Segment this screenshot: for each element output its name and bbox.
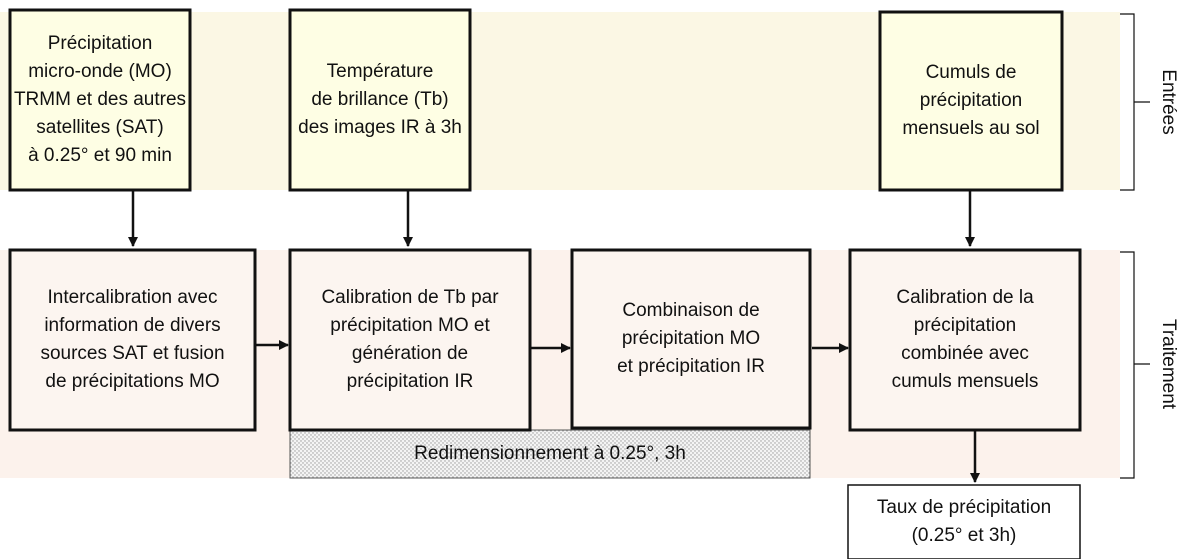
- box-text: Température: [327, 61, 434, 82]
- box-text: des images IR à 3h: [298, 117, 462, 138]
- process-box: [848, 248, 1082, 432]
- box-text: TRMM et des autres: [14, 89, 186, 110]
- box-text: de brillance (Tb): [311, 89, 448, 110]
- box-text: Calibration de Tb par: [321, 287, 499, 308]
- box-text: et précipitation IR: [617, 356, 765, 377]
- resize-text: Redimensionnement à 0.25°, 3h: [414, 443, 686, 464]
- arrows: [128, 190, 980, 483]
- boxes: Précipitation micro-onde (MO) TRMM et des …: [8, 8, 1082, 559]
- box-text: précipitation MO et: [330, 315, 490, 336]
- bracket: [1120, 13, 1150, 191]
- input-box: [288, 8, 472, 192]
- box-text: Précipitation: [48, 33, 153, 54]
- side-label: Entrées: [1158, 69, 1179, 134]
- box-text: Intercalibration avec: [47, 287, 217, 308]
- box-text: Combinaison de: [622, 300, 759, 321]
- box-text: à 0.25° et 90 min: [28, 145, 172, 166]
- bracket: [1120, 251, 1150, 479]
- box-text: Taux de précipitation: [877, 497, 1051, 518]
- box-text: satellites (SAT): [36, 117, 163, 138]
- box-text: micro-onde (MO): [28, 61, 172, 82]
- box-text: précipitation IR: [347, 371, 474, 392]
- output-box: [847, 484, 1081, 559]
- box-text: précipitation: [914, 315, 1016, 336]
- resize-box: [289, 429, 811, 479]
- box-text: précipitation MO: [622, 328, 760, 349]
- box-text: mensuels au sol: [902, 118, 1039, 139]
- input-box: [8, 8, 192, 192]
- box-text: précipitation: [920, 90, 1022, 111]
- process-box: [570, 248, 812, 430]
- process-box: [288, 248, 532, 432]
- box-text: (0.25° et 3h): [912, 525, 1017, 546]
- side-label: Traitement: [1158, 319, 1179, 410]
- box-text: cumuls mensuels: [892, 371, 1039, 392]
- process-box: [8, 248, 257, 432]
- box-text: Cumuls de: [926, 62, 1017, 83]
- brackets: [1120, 13, 1150, 479]
- input-box: [878, 10, 1064, 192]
- box-text: combinée avec: [901, 343, 1029, 364]
- box-text: sources SAT et fusion: [40, 343, 224, 364]
- box-text: génération de: [352, 343, 468, 364]
- box-text: Calibration de la: [896, 287, 1034, 308]
- box-text: information de divers: [44, 315, 220, 336]
- box-text: de précipitations MO: [45, 371, 219, 392]
